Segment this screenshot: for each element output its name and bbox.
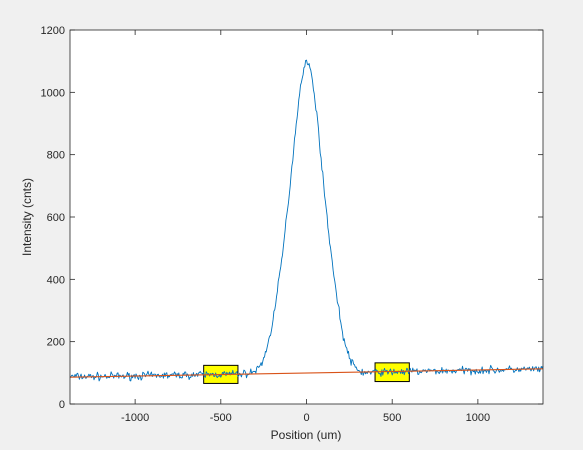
series-line-2	[69, 368, 544, 378]
y-tick-label: 200	[47, 337, 65, 349]
y-tick-label: 800	[47, 150, 65, 162]
y-tick-label: 1000	[41, 87, 65, 99]
x-tick-label: -500	[210, 412, 232, 424]
axes-background	[70, 30, 543, 404]
x-tick-label: -1000	[121, 412, 149, 424]
x-axis-label: Position (um)	[271, 428, 342, 442]
y-tick-label: 600	[47, 212, 65, 224]
x-tick-label: 500	[383, 412, 401, 424]
y-axis: 0 200 400 600 800 1000 1200	[41, 25, 543, 411]
x-tick-label: 1000	[466, 412, 490, 424]
y-axis-label: Intensity (cnts)	[20, 178, 34, 256]
series-line-1	[69, 59, 544, 382]
y-tick-label: 1200	[41, 25, 65, 37]
series-group	[69, 59, 544, 382]
x-tick-label: 0	[303, 412, 309, 424]
y-tick-label: 0	[59, 399, 65, 411]
y-tick-label: 400	[47, 274, 65, 286]
x-axis: -1000 -500 0 500 1000	[121, 30, 490, 424]
